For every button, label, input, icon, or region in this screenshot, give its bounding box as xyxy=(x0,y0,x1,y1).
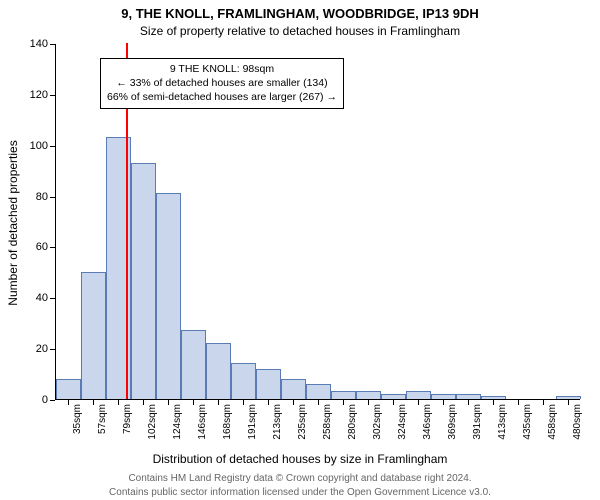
x-tick-mark xyxy=(318,400,319,405)
x-tick-mark xyxy=(68,400,69,405)
x-tick-label: 102sqm xyxy=(147,404,158,440)
y-tick-mark xyxy=(50,146,55,147)
x-tick-label: 235sqm xyxy=(297,404,308,440)
credit-line-2: Contains public sector information licen… xyxy=(0,487,600,498)
x-tick-label: 413sqm xyxy=(497,404,508,440)
y-tick-label: 120 xyxy=(30,89,48,101)
annotation-line: ← 33% of detached houses are smaller (13… xyxy=(107,76,337,90)
y-tick-mark xyxy=(50,197,55,198)
x-tick-label: 35sqm xyxy=(72,404,83,434)
x-tick-mark xyxy=(93,400,94,405)
x-tick-label: 57sqm xyxy=(97,404,108,434)
bar xyxy=(156,193,181,399)
y-tick-label: 20 xyxy=(36,343,48,355)
bar xyxy=(356,391,381,399)
x-tick-label: 369sqm xyxy=(447,404,458,440)
x-tick-mark xyxy=(168,400,169,405)
bar xyxy=(431,394,456,399)
bar xyxy=(206,343,231,399)
y-tick-mark xyxy=(50,247,55,248)
bar xyxy=(231,363,256,399)
bar xyxy=(456,394,481,399)
bar xyxy=(481,396,506,399)
x-tick-label: 191sqm xyxy=(247,404,258,440)
y-tick-mark xyxy=(50,400,55,401)
x-tick-label: 346sqm xyxy=(422,404,433,440)
y-axis-label: Number of detached properties xyxy=(6,58,20,223)
x-tick-mark xyxy=(193,400,194,405)
x-tick-mark xyxy=(568,400,569,405)
x-tick-label: 302sqm xyxy=(372,404,383,440)
x-tick-mark xyxy=(443,400,444,405)
bar xyxy=(306,384,331,399)
x-tick-label: 79sqm xyxy=(122,404,133,434)
bar xyxy=(181,330,206,399)
x-tick-mark xyxy=(268,400,269,405)
bar xyxy=(406,391,431,399)
x-tick-label: 124sqm xyxy=(172,404,183,440)
bar xyxy=(381,394,406,399)
y-tick-label: 100 xyxy=(30,140,48,152)
bar xyxy=(131,163,156,399)
y-tick-label: 0 xyxy=(42,394,48,406)
x-tick-label: 168sqm xyxy=(222,404,233,440)
y-tick-mark xyxy=(50,44,55,45)
x-tick-label: 391sqm xyxy=(472,404,483,440)
y-tick-label: 140 xyxy=(30,38,48,50)
x-tick-mark xyxy=(518,400,519,405)
x-tick-mark xyxy=(493,400,494,405)
x-tick-mark xyxy=(368,400,369,405)
bar xyxy=(256,369,281,400)
bar xyxy=(81,272,106,399)
annotation-line: 9 THE KNOLL: 98sqm xyxy=(107,62,337,76)
bar xyxy=(331,391,356,399)
bar xyxy=(56,379,81,399)
x-tick-mark xyxy=(468,400,469,405)
chart-title: 9, THE KNOLL, FRAMLINGHAM, WOODBRIDGE, I… xyxy=(0,6,600,21)
x-tick-mark xyxy=(393,400,394,405)
annotation-line: 66% of semi-detached houses are larger (… xyxy=(107,90,337,104)
x-tick-label: 258sqm xyxy=(322,404,333,440)
bar xyxy=(281,379,306,399)
bar xyxy=(556,396,581,399)
x-tick-mark xyxy=(218,400,219,405)
x-axis-label: Distribution of detached houses by size … xyxy=(0,452,600,466)
y-tick-mark xyxy=(50,298,55,299)
x-tick-mark xyxy=(118,400,119,405)
y-tick-label: 80 xyxy=(36,191,48,203)
x-tick-mark xyxy=(343,400,344,405)
x-tick-label: 280sqm xyxy=(347,404,358,440)
credit-line-1: Contains HM Land Registry data © Crown c… xyxy=(0,473,600,484)
x-tick-label: 146sqm xyxy=(197,404,208,440)
x-tick-mark xyxy=(418,400,419,405)
x-tick-mark xyxy=(243,400,244,405)
x-tick-mark xyxy=(543,400,544,405)
x-tick-label: 324sqm xyxy=(397,404,408,440)
x-tick-mark xyxy=(293,400,294,405)
x-tick-label: 458sqm xyxy=(547,404,558,440)
chart-stage: 9, THE KNOLL, FRAMLINGHAM, WOODBRIDGE, I… xyxy=(0,0,600,500)
annotation-box: 9 THE KNOLL: 98sqm← 33% of detached hous… xyxy=(100,58,344,109)
x-tick-label: 213sqm xyxy=(272,404,283,440)
x-tick-label: 435sqm xyxy=(522,404,533,440)
x-tick-mark xyxy=(143,400,144,405)
y-tick-label: 40 xyxy=(36,292,48,304)
y-tick-label: 60 xyxy=(36,241,48,253)
y-tick-mark xyxy=(50,95,55,96)
chart-subtitle: Size of property relative to detached ho… xyxy=(0,24,600,38)
y-tick-mark xyxy=(50,349,55,350)
x-tick-label: 480sqm xyxy=(572,404,583,440)
